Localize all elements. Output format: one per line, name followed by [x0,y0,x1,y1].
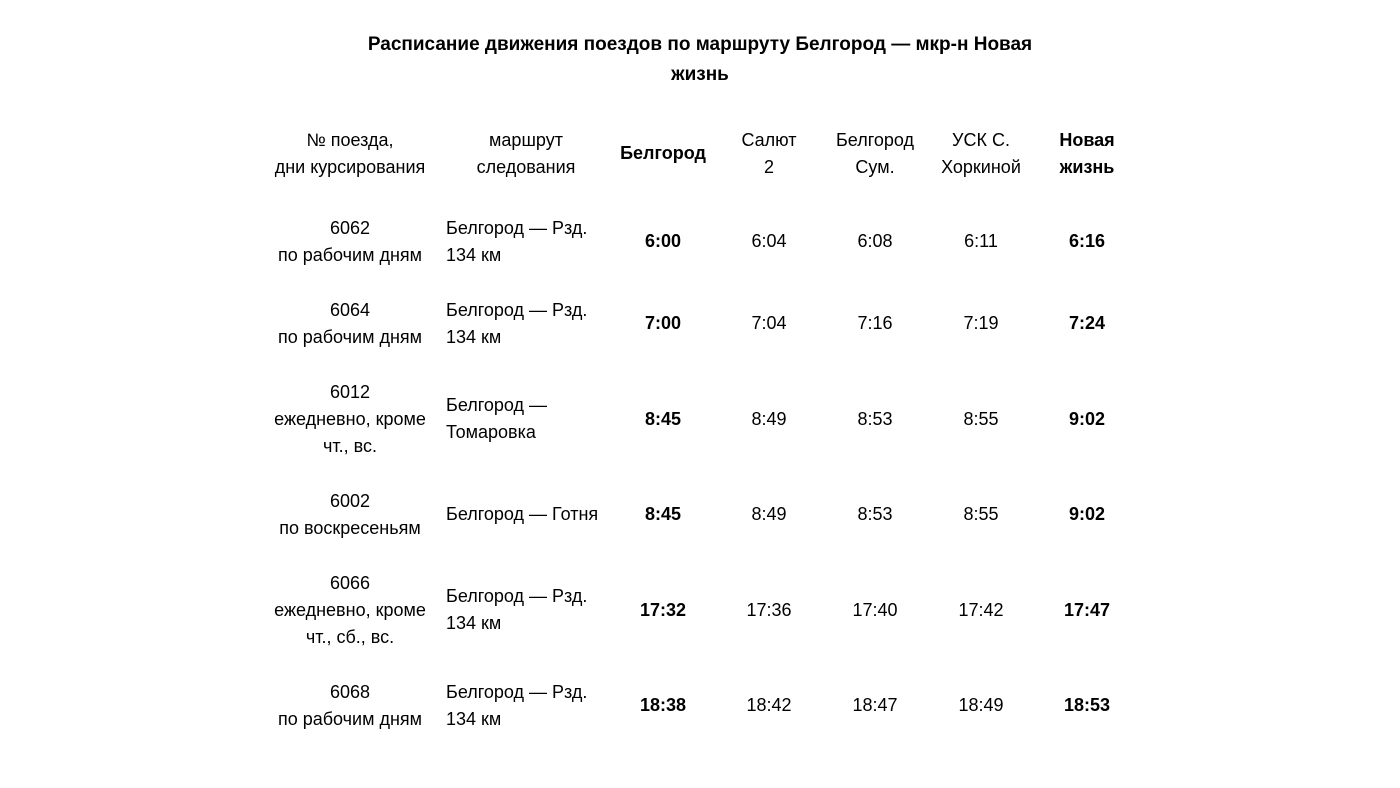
cell-time: 8:45 [610,474,716,556]
table-row: 6066ежедневно, кроме чт., сб., вс.Белгор… [260,556,1140,665]
train-days: ежедневно, кроме чт., вс. [264,406,436,460]
cell-route: Белгород — Рзд. 134 км [440,283,610,365]
cell-time: 17:42 [928,556,1034,665]
cell-train: 6066ежедневно, кроме чт., сб., вс. [260,556,440,665]
cell-time: 18:38 [610,665,716,747]
train-number: 6062 [264,215,436,242]
train-days: по рабочим дням [264,242,436,269]
cell-train: 6068по рабочим дням [260,665,440,747]
header-train-line2: дни курсирования [275,157,426,177]
table-row: 6064по рабочим днямБелгород — Рзд. 134 к… [260,283,1140,365]
cell-route: Белгород — Рзд. 134 км [440,556,610,665]
table-row: 6012ежедневно, кроме чт., вс.Белгород — … [260,365,1140,474]
cell-time: 7:00 [610,283,716,365]
train-number: 6066 [264,570,436,597]
header-usk-line1: УСК С. [952,130,1010,150]
train-days: ежедневно, кроме чт., сб., вс. [264,597,436,651]
cell-time: 18:47 [822,665,928,747]
header-novaya-zhizn-line2: жизнь [1060,157,1115,177]
cell-route: Белгород — Томаровка [440,365,610,474]
cell-time: 7:24 [1034,283,1140,365]
title-line-2: жизнь [671,64,729,85]
header-salut: Салют 2 [716,119,822,201]
train-days: по рабочим дням [264,706,436,733]
cell-time: 18:53 [1034,665,1140,747]
header-route: маршрут следования [440,119,610,201]
schedule-table: № поезда, дни курсирования маршрут следо… [260,119,1140,747]
cell-time: 18:42 [716,665,822,747]
header-salut-line1: Салют [741,130,796,150]
cell-time: 9:02 [1034,365,1140,474]
header-belgorod-sum-line1: Белгород [836,130,914,150]
header-novaya-zhizn-line1: Новая [1059,130,1114,150]
table-row: 6068по рабочим днямБелгород — Рзд. 134 к… [260,665,1140,747]
table-row: 6062по рабочим днямБелгород — Рзд. 134 к… [260,201,1140,283]
cell-time: 7:04 [716,283,822,365]
header-belgorod-label: Белгород [620,143,706,163]
header-route-line1: маршрут [489,130,563,150]
cell-time: 6:04 [716,201,822,283]
header-row: № поезда, дни курсирования маршрут следо… [260,119,1140,201]
header-train: № поезда, дни курсирования [260,119,440,201]
cell-train: 6064по рабочим дням [260,283,440,365]
cell-time: 6:08 [822,201,928,283]
train-number: 6064 [264,297,436,324]
cell-train: 6062по рабочим дням [260,201,440,283]
header-train-line1: № поезда, [306,130,393,150]
train-number: 6068 [264,679,436,706]
header-usk: УСК С. Хоркиной [928,119,1034,201]
cell-train: 6012ежедневно, кроме чт., вс. [260,365,440,474]
cell-time: 7:16 [822,283,928,365]
header-route-line2: следования [477,157,576,177]
cell-time: 8:49 [716,474,822,556]
cell-time: 8:53 [822,365,928,474]
cell-time: 8:49 [716,365,822,474]
train-days: по воскресеньям [264,515,436,542]
cell-train: 6002по воскресеньям [260,474,440,556]
schedule-container: Расписание движения поездов по маршруту … [260,30,1140,747]
header-belgorod-sum-line2: Сум. [855,157,894,177]
cell-time: 17:36 [716,556,822,665]
cell-time: 8:45 [610,365,716,474]
header-usk-line2: Хоркиной [941,157,1021,177]
header-salut-line2: 2 [764,157,774,177]
cell-route: Белгород — Готня [440,474,610,556]
cell-time: 17:32 [610,556,716,665]
cell-time: 7:19 [928,283,1034,365]
header-belgorod: Белгород [610,119,716,201]
cell-time: 9:02 [1034,474,1140,556]
cell-time: 17:40 [822,556,928,665]
schedule-body: 6062по рабочим днямБелгород — Рзд. 134 к… [260,201,1140,747]
table-row: 6002по воскресеньямБелгород — Готня8:458… [260,474,1140,556]
train-days: по рабочим дням [264,324,436,351]
cell-time: 6:16 [1034,201,1140,283]
cell-time: 18:49 [928,665,1034,747]
cell-time: 8:53 [822,474,928,556]
cell-route: Белгород — Рзд. 134 км [440,665,610,747]
cell-time: 8:55 [928,365,1034,474]
title-line-1: Расписание движения поездов по маршруту … [368,34,1032,55]
train-number: 6012 [264,379,436,406]
header-novaya-zhizn: Новая жизнь [1034,119,1140,201]
cell-time: 8:55 [928,474,1034,556]
cell-time: 6:11 [928,201,1034,283]
cell-time: 6:00 [610,201,716,283]
header-belgorod-sum: Белгород Сум. [822,119,928,201]
page-title: Расписание движения поездов по маршруту … [260,30,1140,91]
train-number: 6002 [264,488,436,515]
cell-route: Белгород — Рзд. 134 км [440,201,610,283]
cell-time: 17:47 [1034,556,1140,665]
